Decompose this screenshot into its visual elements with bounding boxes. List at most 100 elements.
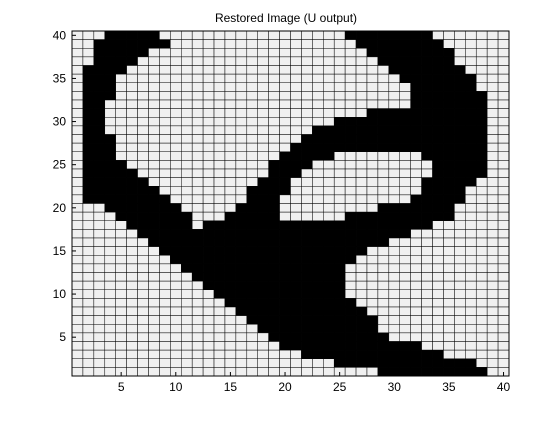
heatmap-cell bbox=[235, 280, 248, 291]
heatmap-cell bbox=[246, 298, 258, 308]
heatmap-cell bbox=[202, 194, 215, 204]
heatmap-cell bbox=[181, 65, 193, 75]
heatmap-cell bbox=[202, 48, 215, 58]
heatmap-cell bbox=[191, 367, 204, 377]
heatmap-cell bbox=[486, 220, 499, 230]
heatmap-cell bbox=[290, 186, 302, 196]
heatmap-cell bbox=[93, 263, 106, 273]
heatmap-cell bbox=[104, 324, 116, 334]
heatmap-cell bbox=[246, 134, 258, 144]
heatmap-cell bbox=[486, 160, 499, 170]
heatmap-cell bbox=[235, 367, 248, 377]
heatmap-cell bbox=[279, 108, 291, 118]
heatmap-cell bbox=[443, 186, 455, 196]
heatmap-cell bbox=[279, 99, 291, 109]
heatmap-cell bbox=[104, 99, 116, 109]
heatmap-cell bbox=[279, 56, 291, 66]
heatmap-cell bbox=[312, 237, 324, 247]
heatmap-cell bbox=[366, 117, 379, 127]
heatmap-cell bbox=[126, 108, 138, 118]
heatmap-cell bbox=[443, 220, 455, 230]
heatmap-cell bbox=[355, 263, 368, 273]
heatmap-cell bbox=[268, 306, 280, 316]
heatmap-cell bbox=[181, 280, 193, 291]
heatmap-cell bbox=[399, 324, 411, 334]
x-tick-label: 5 bbox=[118, 380, 125, 394]
heatmap-cell bbox=[377, 73, 390, 84]
heatmap-cell bbox=[126, 39, 138, 49]
heatmap-cell bbox=[399, 263, 411, 273]
heatmap-cell bbox=[202, 117, 215, 127]
heatmap-cell bbox=[301, 220, 313, 230]
heatmap-cell bbox=[268, 108, 280, 118]
heatmap-cell bbox=[159, 289, 171, 299]
heatmap-cell bbox=[443, 160, 455, 170]
heatmap-cell bbox=[421, 168, 433, 178]
heatmap-cell bbox=[301, 211, 313, 222]
heatmap-cell bbox=[301, 65, 313, 75]
heatmap-cell bbox=[159, 220, 171, 230]
heatmap-cell bbox=[202, 125, 215, 135]
heatmap-cell bbox=[421, 315, 433, 325]
heatmap-cell bbox=[257, 168, 269, 178]
x-axis: 5 10 15 20 25 30 35 40 bbox=[118, 372, 511, 394]
heatmap-cell bbox=[279, 298, 291, 308]
heatmap-cell bbox=[257, 186, 269, 196]
heatmap-cell bbox=[224, 186, 237, 196]
heatmap-cell bbox=[159, 151, 171, 161]
heatmap-cell bbox=[268, 39, 280, 49]
heatmap-cell bbox=[486, 332, 499, 342]
heatmap-cell bbox=[443, 48, 455, 58]
heatmap-cell bbox=[344, 341, 357, 351]
heatmap-cell bbox=[399, 306, 411, 316]
heatmap-cell bbox=[443, 56, 455, 66]
heatmap-cell bbox=[399, 358, 411, 368]
heatmap-cell bbox=[486, 73, 499, 84]
heatmap-cell bbox=[181, 272, 193, 282]
heatmap-cell bbox=[399, 48, 411, 58]
heatmap-cell bbox=[333, 358, 346, 368]
heatmap-cell bbox=[344, 73, 357, 84]
heatmap-cell bbox=[235, 220, 248, 230]
heatmap-cell bbox=[465, 263, 477, 273]
heatmap-cell bbox=[257, 211, 269, 222]
heatmap-cell bbox=[170, 117, 182, 127]
heatmap-cell bbox=[388, 306, 401, 316]
heatmap-cell bbox=[213, 48, 226, 58]
heatmap-cell bbox=[115, 358, 127, 368]
heatmap-cell bbox=[366, 237, 379, 247]
heatmap-cell bbox=[344, 56, 357, 66]
heatmap-cell bbox=[224, 349, 237, 360]
heatmap-cell bbox=[399, 168, 411, 178]
heatmap-cell bbox=[366, 272, 379, 282]
heatmap-cell bbox=[71, 298, 84, 308]
heatmap-cell bbox=[377, 65, 390, 75]
heatmap-cell bbox=[366, 194, 379, 204]
heatmap-cell bbox=[126, 289, 138, 299]
heatmap-cell bbox=[443, 108, 455, 118]
heatmap-cell bbox=[159, 125, 171, 135]
heatmap-cell bbox=[388, 82, 401, 92]
heatmap-cell bbox=[191, 56, 204, 66]
heatmap-cell bbox=[290, 117, 302, 127]
heatmap-cell bbox=[279, 186, 291, 196]
heatmap-cell bbox=[115, 142, 127, 153]
heatmap-cell bbox=[202, 332, 215, 342]
heatmap-cell bbox=[497, 39, 510, 49]
heatmap-cell bbox=[410, 272, 422, 282]
heatmap-cell bbox=[170, 65, 182, 75]
heatmap-cell bbox=[301, 289, 313, 299]
heatmap-cell bbox=[399, 160, 411, 170]
heatmap-cell bbox=[410, 82, 422, 92]
heatmap-cell bbox=[235, 263, 248, 273]
heatmap-cell bbox=[115, 186, 127, 196]
heatmap-cell bbox=[246, 280, 258, 291]
heatmap-cell bbox=[279, 332, 291, 342]
heatmap-cell bbox=[486, 48, 499, 58]
heatmap-cell bbox=[421, 82, 433, 92]
heatmap-cell bbox=[333, 332, 346, 342]
heatmap-cell bbox=[399, 134, 411, 144]
heatmap-cell bbox=[170, 324, 182, 334]
heatmap-cell bbox=[312, 151, 324, 161]
heatmap-cell bbox=[137, 255, 149, 265]
